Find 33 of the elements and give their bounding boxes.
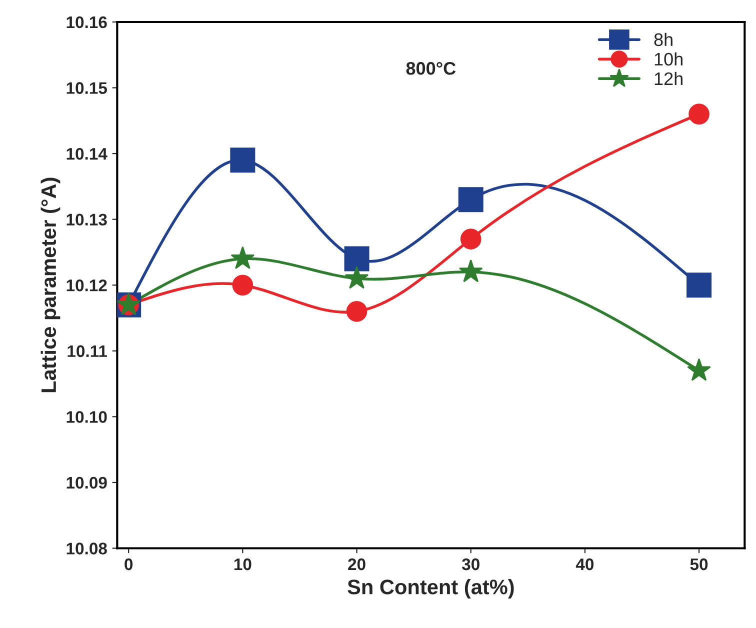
point (230, 148, 256, 173)
point (460, 228, 482, 250)
x-tick-label: 0 (124, 558, 133, 570)
point (344, 266, 369, 289)
point (230, 246, 255, 270)
point (688, 104, 710, 124)
x-tick-label: 30 (462, 558, 480, 570)
y-tick-label: 10.11 (68, 345, 107, 358)
y-tick-label: 10.08 (66, 542, 107, 554)
point (346, 301, 368, 322)
y-tick-label: 10.13 (66, 214, 107, 226)
legend-label: 12h (654, 72, 682, 85)
y-tick-label: 10.16 (66, 16, 107, 28)
point (687, 358, 711, 381)
y-axis-title: Lattice parameter (°A) (40, 178, 60, 392)
point (458, 259, 483, 282)
legend-label: 10h (654, 52, 682, 66)
x-tick-label: 50 (690, 558, 708, 570)
x-tick-label: 20 (348, 558, 366, 570)
y-tick-label: 10.15 (66, 82, 107, 94)
point (344, 246, 370, 272)
point (686, 272, 712, 298)
point (232, 274, 254, 296)
y-tick-label: 10.10 (66, 411, 107, 423)
y-tick-label: 10.12 (66, 280, 107, 292)
y-tick-label: 10.14 (66, 148, 108, 160)
y-tick-label: 10.09 (66, 476, 107, 489)
x-axis-title: Sn Content (at%) (348, 579, 514, 598)
x-tick-label: 40 (576, 558, 594, 570)
annotation: 800°C (406, 62, 456, 75)
x-tick-label: 10 (234, 558, 252, 570)
point (458, 187, 484, 212)
legend-label: 8h (654, 32, 672, 46)
